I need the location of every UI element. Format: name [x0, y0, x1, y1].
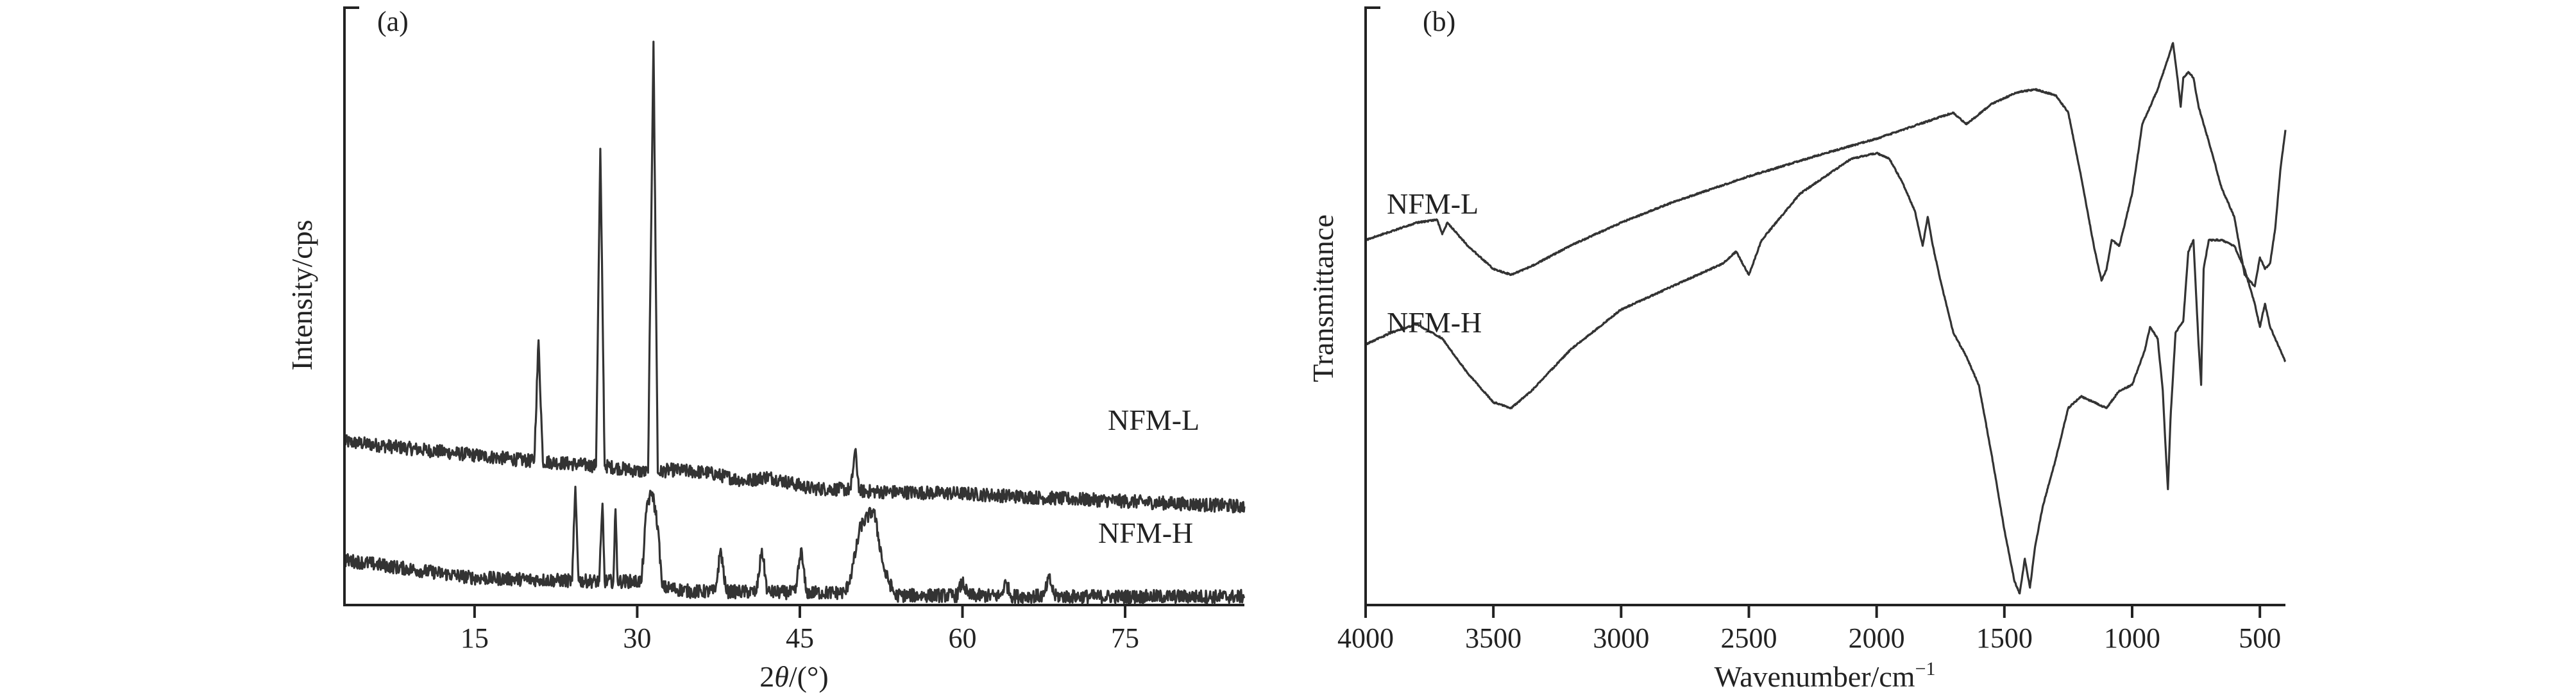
x-tick-label: 1500: [1976, 622, 2033, 654]
panel-a-series-group: [343, 40, 1246, 604]
panel-b-annotation-nfm-l: NFM-L: [1387, 187, 1479, 220]
x-tick-label: 3500: [1465, 622, 1521, 654]
x-tick-label: 2500: [1721, 622, 1777, 654]
series-line-a-nfm-l: [343, 40, 1246, 514]
panel-a-ylabel: Intensity/cps: [285, 219, 318, 370]
x-tick-label: 4000: [1337, 622, 1394, 654]
x-tick-label: 15: [461, 622, 489, 654]
panel-a-xlabel: 2θ/(°): [759, 660, 828, 693]
series-line-b-nfm-l: [1364, 42, 2287, 287]
panel-a-x-ticks: 15 30 45 60 75: [461, 605, 1139, 654]
x-tick-label: 1000: [2104, 622, 2160, 654]
x-tick-label: 45: [786, 622, 814, 654]
x-tick-label: 30: [623, 622, 651, 654]
panel-b-label: (b): [1423, 6, 1455, 37]
panel-a-xrd: (a) 15 30 45 60 75 Intensity/cps 2θ/(°) NFM-…: [285, 6, 1246, 693]
panel-b-ftir: (b) 4000 3500 3000 2500 2000 1500 1000 500 Tran…: [1307, 6, 2287, 693]
x-tick-label: 75: [1111, 622, 1139, 654]
panel-b-xlabel: Wavenumber/cm−1: [1715, 658, 1936, 693]
panel-b-ylabel: Transmittance: [1307, 214, 1339, 382]
x-tick-label: 3000: [1593, 622, 1649, 654]
series-line-a-nfm-h: [343, 486, 1246, 604]
panel-a-annotation-nfm-l: NFM-L: [1108, 404, 1199, 436]
panel-b-annotation-nfm-h: NFM-H: [1387, 306, 1482, 339]
panel-a-annotation-nfm-h: NFM-H: [1098, 516, 1193, 549]
panel-b-x-ticks: 4000 3500 3000 2500 2000 1500 1000 500: [1337, 605, 2281, 654]
x-tick-label: 60: [949, 622, 977, 654]
x-tick-label: 500: [2239, 622, 2281, 654]
x-tick-label: 2000: [1849, 622, 1905, 654]
series-line-b-nfm-h: [1365, 151, 2287, 595]
panel-b-series-group: [1364, 42, 2287, 595]
panel-a-label: (a): [377, 6, 409, 37]
